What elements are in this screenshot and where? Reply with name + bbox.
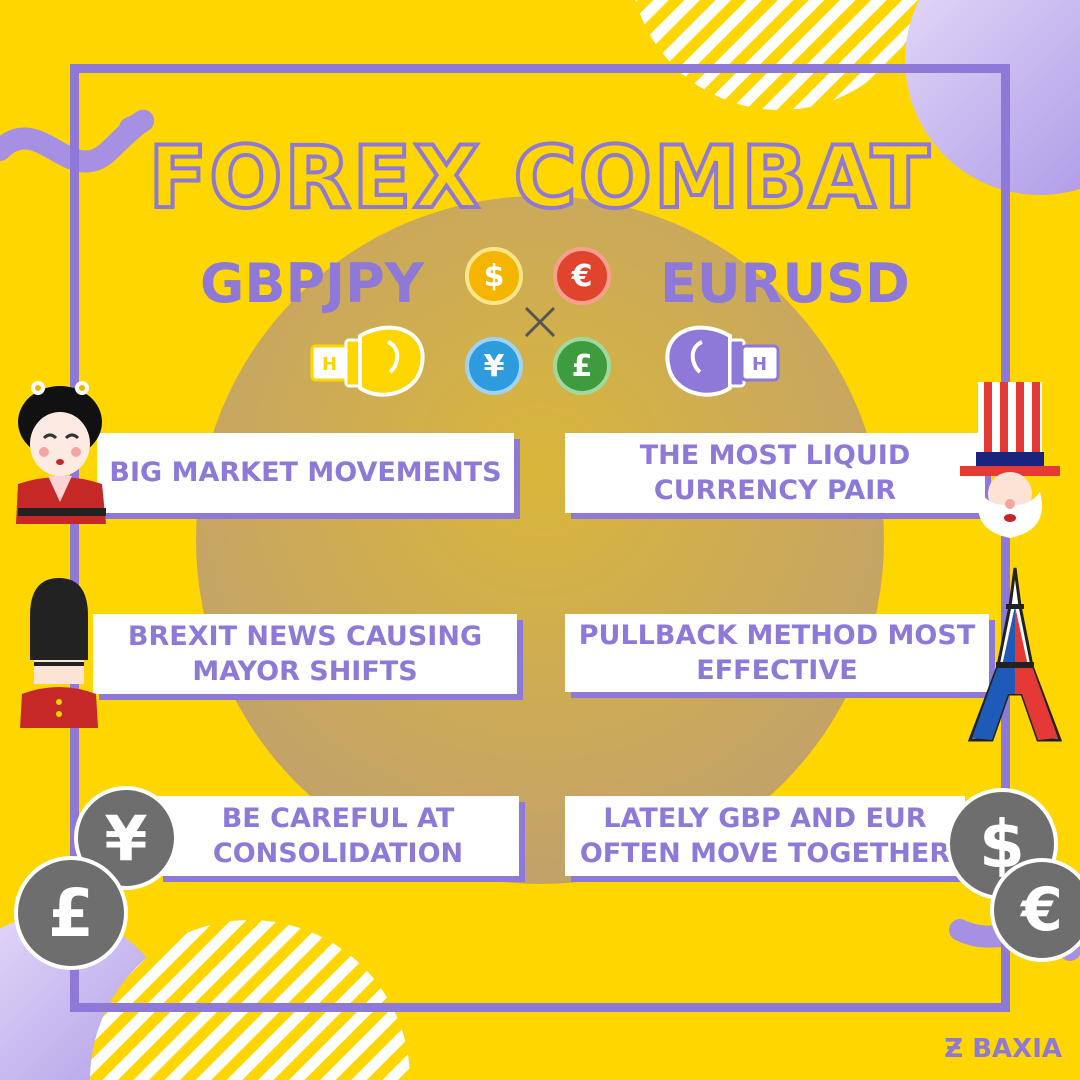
brand-name: BAXIA bbox=[972, 1034, 1062, 1064]
pair-right-label: EURUSD bbox=[660, 252, 910, 315]
fact-card-big-market-movements: BIG MARKET MOVEMENTS bbox=[97, 433, 514, 513]
fact-card-consolidation: BE CAREFUL AT CONSOLIDATION bbox=[157, 796, 519, 876]
striped-arc-bottom bbox=[90, 920, 410, 1080]
pound-coin-icon: £ bbox=[553, 337, 611, 395]
svg-text:H: H bbox=[322, 354, 337, 375]
fact-card-gbp-eur: LATELY GBP AND EUR OFTEN MOVE TOGETHER bbox=[565, 796, 965, 876]
purple-boxing-glove-icon: H bbox=[665, 325, 780, 397]
euro-symbol: € bbox=[571, 258, 593, 294]
euro-coin-icon: € bbox=[553, 247, 611, 305]
fact-card-brexit-news: BREXIT NEWS CAUSING MAYOR SHIFTS bbox=[93, 614, 517, 694]
fact-card-pullback-method: PULLBACK METHOD MOST EFFECTIVE bbox=[565, 614, 989, 692]
yen-gray-coin-icon: ¥ bbox=[74, 786, 178, 890]
pound-gray-symbol: £ bbox=[48, 874, 94, 952]
page-title: FOREX COMBAT bbox=[147, 126, 932, 230]
geisha-icon bbox=[16, 381, 106, 524]
uncle-sam-icon bbox=[960, 382, 1060, 538]
pound-symbol: £ bbox=[571, 348, 593, 384]
svg-text:H: H bbox=[752, 354, 767, 375]
lavender-circle-top-right bbox=[905, 0, 1080, 195]
frame-border bbox=[70, 64, 1010, 1012]
yen-gray-symbol: ¥ bbox=[104, 801, 148, 875]
dollar-coin-icon: $ bbox=[465, 247, 523, 305]
center-circle bbox=[196, 196, 884, 884]
crossed-arrows-icon bbox=[524, 306, 556, 338]
pound-gray-coin-icon: £ bbox=[14, 856, 128, 970]
yellow-boxing-glove-icon: H bbox=[310, 325, 425, 397]
brand-logo: Ƶ BAXIA bbox=[944, 1034, 1062, 1064]
yen-coin-icon: ¥ bbox=[465, 337, 523, 395]
euro-gray-symbol: € bbox=[1021, 875, 1063, 945]
yen-symbol: ¥ bbox=[483, 348, 505, 384]
brand-mark-icon: Ƶ bbox=[944, 1034, 964, 1064]
euro-gray-coin-icon: € bbox=[990, 858, 1080, 962]
eiffel-tower-icon bbox=[967, 567, 1063, 742]
pair-left-label: GBPJPY bbox=[200, 252, 424, 315]
fact-card-most-liquid: THE MOST LIQUID CURRENCY PAIR bbox=[565, 433, 985, 513]
dollar-symbol: $ bbox=[483, 258, 505, 294]
squiggle-top-left bbox=[0, 109, 155, 173]
royal-guard-icon bbox=[20, 578, 98, 728]
striped-arc-top bbox=[635, 0, 925, 110]
